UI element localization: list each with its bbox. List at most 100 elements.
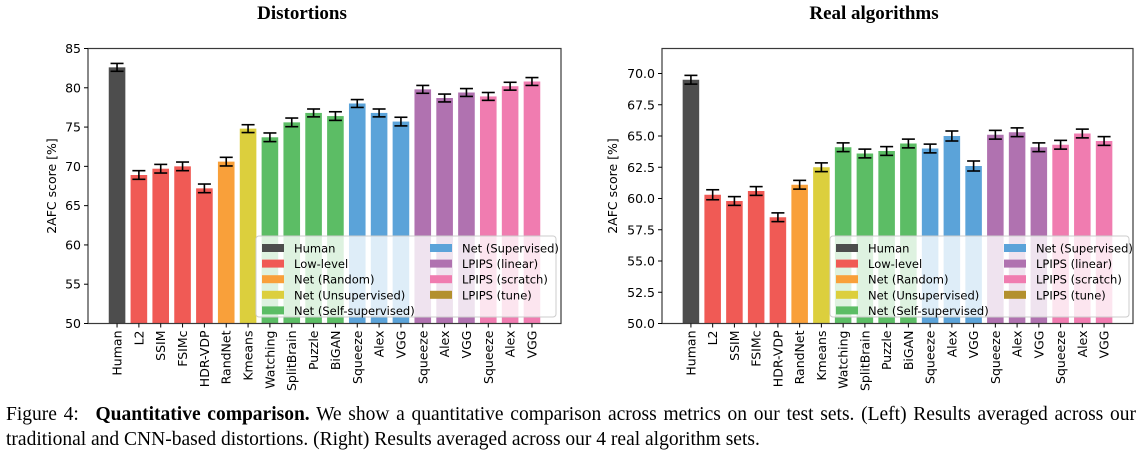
legend-swatch bbox=[262, 290, 284, 299]
x-ticks: Human L2 SSIM FSIMc HDR-VDP RandNet Kmeans Watc… bbox=[683, 323, 1112, 392]
error-bar bbox=[307, 108, 321, 118]
y-tick-label: 70.0 bbox=[627, 66, 655, 81]
error-bar bbox=[350, 98, 364, 109]
x-tick-label: VGG bbox=[1031, 331, 1046, 359]
legend-swatch bbox=[836, 290, 858, 299]
error-bar bbox=[285, 117, 299, 128]
bar bbox=[217, 161, 235, 324]
error-bar bbox=[793, 179, 807, 190]
bar bbox=[108, 67, 126, 324]
y-axis-label: 2AFC score [%] bbox=[605, 138, 620, 234]
error-bar bbox=[1010, 127, 1024, 138]
error-bar bbox=[503, 81, 517, 91]
legend-label: Human bbox=[868, 242, 909, 256]
y-axis-label: 2AFC score [%] bbox=[44, 138, 59, 234]
x-tick-label: Alex bbox=[1010, 331, 1025, 358]
error-bar bbox=[154, 163, 168, 174]
legend-swatch bbox=[430, 290, 452, 299]
x-tick-label: VGG bbox=[1097, 331, 1112, 359]
y-tick-label: 70 bbox=[65, 159, 81, 174]
x-tick-label: Kmeans bbox=[241, 331, 256, 381]
bar bbox=[726, 201, 743, 324]
error-bar bbox=[684, 74, 698, 85]
x-tick-label: Puzzle bbox=[879, 330, 894, 370]
y-tick-label: 62.5 bbox=[627, 160, 655, 175]
legend-swatch bbox=[1004, 259, 1026, 268]
chart-title: Distortions bbox=[257, 3, 347, 24]
x-tick-label: Alex bbox=[437, 331, 452, 358]
legend-item: Human bbox=[262, 242, 335, 256]
error-bar bbox=[263, 132, 277, 143]
error-bar bbox=[923, 143, 937, 154]
error-bars bbox=[110, 62, 539, 194]
legend-swatch bbox=[836, 259, 858, 268]
error-bar bbox=[459, 87, 473, 98]
legend-swatch bbox=[836, 275, 858, 284]
x-tick-label: Alex bbox=[1075, 331, 1090, 358]
legend-item: LPIPS (scratch) bbox=[1004, 273, 1122, 287]
y-tick-label: 55.0 bbox=[627, 254, 655, 269]
error-bar bbox=[706, 188, 720, 201]
chart-title: Real algorithms bbox=[809, 3, 938, 24]
error-bar bbox=[771, 212, 785, 223]
axes-frame bbox=[87, 47, 562, 325]
legend-item: Low-level bbox=[836, 257, 922, 271]
legend-label: LPIPS (linear) bbox=[1036, 257, 1112, 271]
y-tick-label: 52.5 bbox=[627, 285, 655, 300]
y-tick-label: 75 bbox=[65, 120, 81, 135]
legend-label: LPIPS (scratch) bbox=[1036, 273, 1122, 287]
error-bar bbox=[901, 138, 915, 149]
error-bar bbox=[967, 160, 981, 172]
y-tick-label: 50.0 bbox=[627, 316, 655, 331]
x-tick-label: HDR-VDP bbox=[197, 330, 212, 387]
y-ticks: 50 55 60 65 70 75 80 85 bbox=[65, 41, 88, 331]
bar bbox=[174, 166, 191, 324]
caption-title: Quantitative comparison. bbox=[95, 404, 310, 425]
x-tick-label: RandNet bbox=[792, 330, 807, 384]
x-tick-label: Alex bbox=[944, 331, 959, 358]
x-tick-label: VGG bbox=[966, 331, 981, 359]
legend-label: Net (Self-supervised) bbox=[868, 304, 989, 318]
x-tick-label: L2 bbox=[705, 331, 720, 346]
legend-label: Net (Self-supervised) bbox=[294, 304, 415, 318]
x-tick-label: SplitBrain bbox=[857, 331, 872, 392]
legend-label: Low-level bbox=[294, 257, 348, 271]
x-tick-label: FSIMc bbox=[749, 330, 764, 366]
chart-real-algorithms: Real algorithms 2AFC score [%] HumanLow-… bbox=[605, 3, 1134, 392]
legend-item: Net (Supervised) bbox=[1004, 242, 1133, 256]
legend-item: Net (Self-supervised) bbox=[836, 304, 989, 318]
y-tick-label: 65 bbox=[65, 198, 81, 213]
legend-label: LPIPS (tune) bbox=[1036, 288, 1106, 302]
legend-label: Human bbox=[294, 242, 335, 256]
y-ticks: 50.0 52.5 55.0 57.5 60.0 62.5 65.0 67.5 70.0 bbox=[627, 66, 662, 331]
legend-item: Low-level bbox=[262, 257, 348, 271]
x-tick-label: Squeeze bbox=[481, 330, 496, 384]
x-tick-label: VGG bbox=[459, 331, 474, 359]
error-bar bbox=[416, 84, 430, 95]
legend-swatch bbox=[1004, 275, 1026, 284]
legend-swatch bbox=[262, 244, 284, 252]
error-bar bbox=[1097, 135, 1111, 147]
x-tick-label: Squeeze bbox=[415, 330, 430, 384]
error-bar bbox=[880, 145, 894, 157]
error-bar bbox=[525, 76, 539, 87]
legend-item: Net (Supervised) bbox=[430, 242, 559, 256]
bar bbox=[152, 168, 170, 324]
bar bbox=[769, 217, 787, 324]
error-bar bbox=[372, 108, 386, 118]
legend-swatch bbox=[430, 275, 452, 284]
error-bar bbox=[176, 161, 190, 172]
legend-swatch bbox=[1004, 290, 1026, 299]
x-tick-label: FSIMc bbox=[175, 330, 190, 366]
x-ticks: Human L2 SSIM FSIMc HDR-VDP RandNet Kmeans Watc… bbox=[110, 323, 539, 391]
y-tick-label: 65.0 bbox=[627, 129, 655, 144]
legend-swatch bbox=[836, 244, 858, 252]
error-bar bbox=[394, 116, 408, 127]
bar bbox=[130, 175, 148, 324]
error-bar bbox=[749, 185, 763, 197]
error-bar bbox=[814, 162, 828, 173]
caption-figure-number: Figure 4: bbox=[6, 404, 79, 425]
legend-frame bbox=[255, 235, 557, 318]
